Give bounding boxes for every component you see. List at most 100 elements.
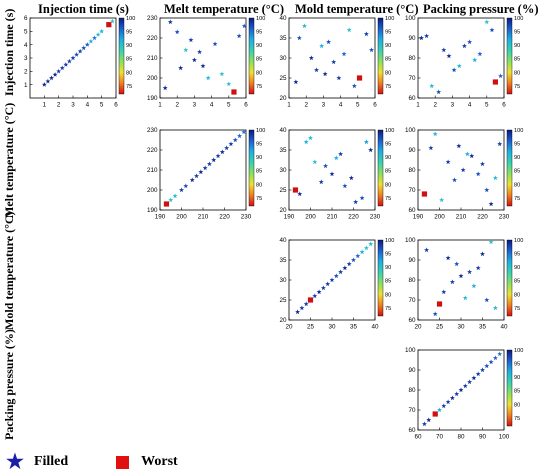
colorbar-tick-label: 85: [256, 57, 262, 63]
colorbar-tick-label: 85: [514, 389, 520, 395]
colorbar-tick-label: 100: [514, 128, 523, 134]
filled-point: [168, 197, 174, 203]
colorbar: [248, 129, 255, 207]
filled-point: [41, 82, 47, 87]
filled-point: [488, 359, 494, 365]
filled-point: [296, 35, 302, 41]
filled-point: [212, 41, 218, 47]
colorbar-tick-label: 75: [514, 84, 520, 90]
filled-point: [346, 27, 352, 33]
scatter-panel-r0-c1: 1 2 3 4 5 6 190 200 210 220 230 100 95 90 85 80 75: [147, 15, 265, 108]
filled-point: [299, 305, 305, 311]
y-tick-label: 90: [408, 147, 416, 154]
filled-point: [369, 47, 375, 53]
filled-point: [484, 187, 490, 193]
x-tick-label: 5: [100, 102, 104, 109]
colorbar-tick-label: 90: [514, 43, 520, 49]
y-tick-label: 20: [279, 207, 287, 214]
filled-point: [312, 159, 318, 165]
y-tick-label: 100: [405, 15, 416, 22]
y-tick-label: 90: [408, 367, 416, 374]
filled-point: [189, 177, 195, 183]
y-tick-label: 70: [408, 187, 416, 194]
y-tick-label: 100: [405, 127, 416, 134]
x-tick-label: 220: [477, 214, 488, 221]
y-tick-label: 35: [279, 35, 287, 42]
x-tick-label: 25: [307, 324, 315, 331]
x-tick-label: 60: [414, 434, 422, 441]
filled-point: [323, 163, 329, 169]
filled-point: [461, 43, 467, 49]
colorbar-tick-label: 85: [126, 57, 132, 63]
filled-point: [49, 75, 54, 81]
x-tick-label: 1: [287, 102, 291, 109]
x-tick-label: 210: [456, 214, 467, 221]
filled-point: [353, 199, 359, 205]
filled-point: [241, 129, 247, 135]
y-tick-label: 60: [408, 95, 416, 102]
filled-point: [325, 281, 331, 287]
filled-point: [469, 153, 475, 159]
colorbar-tick-label: 100: [385, 238, 394, 244]
filled-point: [320, 285, 326, 291]
colorbar: [506, 17, 513, 95]
y-tick-label: 210: [147, 55, 158, 62]
panel-frame: [417, 129, 505, 211]
filled-point: [497, 351, 503, 357]
worst-point: [492, 79, 498, 85]
filled-point: [70, 55, 76, 61]
filled-point: [81, 45, 87, 51]
x-tick-label: 100: [499, 434, 510, 441]
y-tick-label: 210: [147, 167, 158, 174]
filled-point: [312, 293, 318, 299]
y-tick-label: 90: [408, 35, 416, 42]
x-tick-label: 5: [356, 102, 360, 109]
colorbar-tick-label: 95: [126, 30, 132, 36]
filled-point: [183, 47, 189, 53]
colorbar-tick-label: 95: [256, 142, 262, 148]
filled-point: [446, 53, 452, 59]
colorbar-tick-label: 75: [256, 196, 262, 202]
y-tick-label: 80: [408, 387, 416, 394]
x-tick-label: 4: [86, 102, 90, 109]
filled-point: [329, 171, 335, 177]
filled-point: [451, 67, 457, 73]
x-tick-label: 6: [373, 102, 377, 109]
colorbar-tick-label: 90: [385, 43, 391, 49]
filled-point: [293, 79, 299, 85]
filled-point: [241, 23, 247, 29]
filled-point: [342, 183, 348, 189]
filled-point: [471, 283, 477, 289]
filled-point: [314, 67, 319, 73]
y-tick-label: 200: [147, 187, 158, 194]
column-title-packing-pressure: Packing pressure (%): [423, 2, 539, 16]
y-tick-label: 20: [279, 95, 287, 102]
filled-point: [480, 251, 485, 257]
y-tick-label: 6: [24, 15, 28, 22]
filled-point: [178, 65, 184, 71]
filled-point: [308, 55, 314, 61]
filled-point: [471, 375, 477, 381]
y-tick-label: 70: [408, 297, 416, 304]
x-tick-label: 30: [457, 324, 465, 331]
scatter-panel-r0-c2: 1 2 3 4 5 6 20 25 30 35 40 100 95 90 85 80 75: [279, 15, 394, 108]
panel-frame: [417, 239, 505, 321]
filled-point: [475, 171, 481, 177]
x-tick-label: 200: [305, 214, 316, 221]
colorbar-tick-label: 100: [514, 238, 523, 244]
column-title-melt-temperature: Melt temperature (°C): [164, 2, 284, 16]
filled-point: [467, 379, 473, 385]
x-tick-label: 80: [457, 434, 465, 441]
colorbar-tick-label: 100: [256, 16, 265, 22]
scatter-panel-r1-c3: 190 200 210 220 230 60 70 80 90 100 100 95 90 85 80 75: [405, 127, 523, 220]
filled-point: [316, 289, 322, 295]
x-tick-label: 35: [350, 324, 358, 331]
colorbar-tick-label: 80: [514, 402, 520, 408]
colorbar: [377, 129, 384, 207]
x-tick-label: 2: [433, 102, 437, 109]
colorbar-tick-label: 95: [385, 142, 391, 148]
colorbar-tick-label: 80: [385, 182, 391, 188]
filled-point: [172, 193, 178, 199]
filled-point: [329, 277, 335, 283]
